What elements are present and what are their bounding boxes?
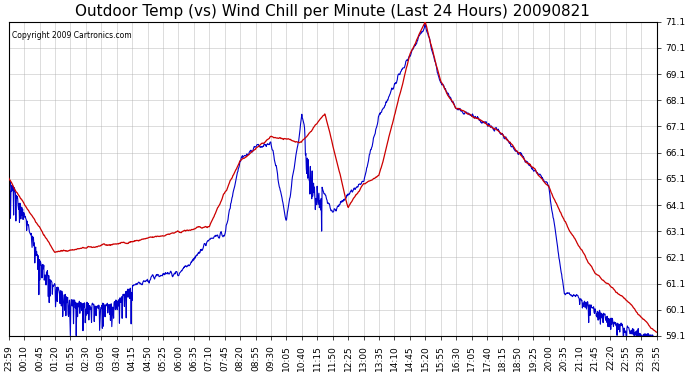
Title: Outdoor Temp (vs) Wind Chill per Minute (Last 24 Hours) 20090821: Outdoor Temp (vs) Wind Chill per Minute … [75, 4, 590, 19]
Text: Copyright 2009 Cartronics.com: Copyright 2009 Cartronics.com [12, 31, 132, 40]
